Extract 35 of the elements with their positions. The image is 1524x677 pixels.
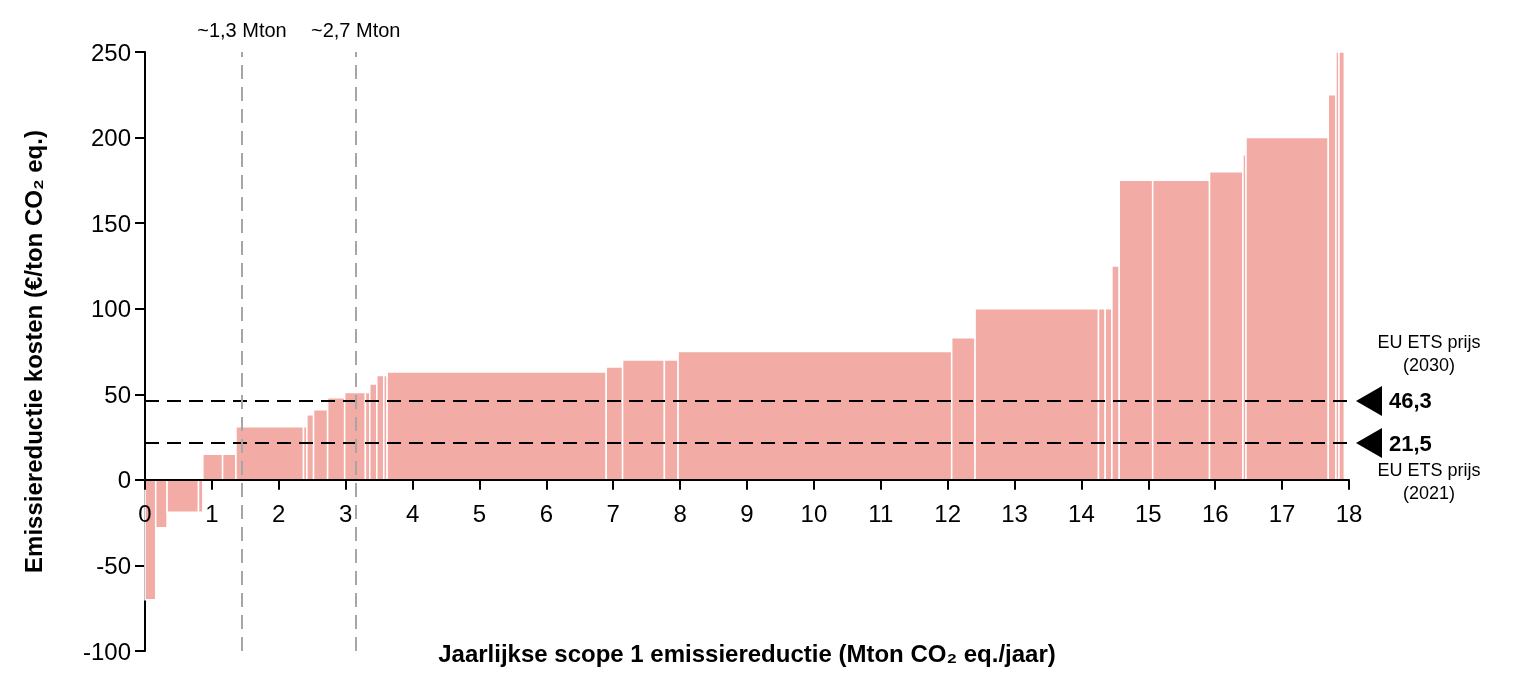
x-tick-label: 14 xyxy=(1068,500,1095,528)
x-tick-label: 16 xyxy=(1201,500,1229,528)
x-tick-label: 5 xyxy=(472,500,487,528)
ref-line-label: ~2,7 Mton xyxy=(310,19,401,41)
x-tick-label: 3 xyxy=(338,500,353,528)
x-tick-label: 4 xyxy=(405,500,420,528)
x-tick-label: 7 xyxy=(606,500,620,528)
x-tick-label: 9 xyxy=(740,500,754,528)
y-tick-label: 200 xyxy=(90,124,131,152)
x-tick-label: 13 xyxy=(1001,500,1028,528)
text: EU ETS prijs (2021) xyxy=(1377,460,1481,504)
y-tick-label: 150 xyxy=(90,209,131,237)
y-axis-title: Emissiereductie kosten (€/ton CO₂ eq.) xyxy=(19,130,47,573)
ref-line-label: ~1,3 Mton xyxy=(197,19,287,41)
x-tick-label: 18 xyxy=(1335,500,1363,528)
x-tick-label: 2 xyxy=(272,500,286,528)
y-tick-label: 50 xyxy=(104,380,131,408)
y-tick-label: 100 xyxy=(90,295,131,323)
text: EU ETS prijs (2030) xyxy=(1376,330,1482,377)
x-tick-label: 6 xyxy=(539,500,554,528)
x-tick-label: 15 xyxy=(1134,500,1162,528)
y-tick-label: -50 xyxy=(96,551,131,579)
x-tick-label: 8 xyxy=(673,500,687,528)
y-tick-label: -100 xyxy=(82,637,131,665)
ref-line-label: 46,3 xyxy=(1389,388,1432,414)
y-tick-label: 0 xyxy=(117,466,131,494)
x-tick-label: 12 xyxy=(934,500,962,528)
x-tick-label: 0 xyxy=(138,500,152,528)
x-tick-label: 11 xyxy=(868,500,894,528)
x-tick-label: 10 xyxy=(800,500,828,528)
x-axis-title: Jaarlijkse scope 1 emissiereductie (Mton CO₂ eq./jaar) xyxy=(437,640,1057,668)
x-tick-label: 1 xyxy=(205,500,219,528)
y-tick-label: 250 xyxy=(90,38,131,66)
x-tick-label: 17 xyxy=(1268,500,1296,528)
ref-line-label: 21,5 xyxy=(1389,430,1432,456)
